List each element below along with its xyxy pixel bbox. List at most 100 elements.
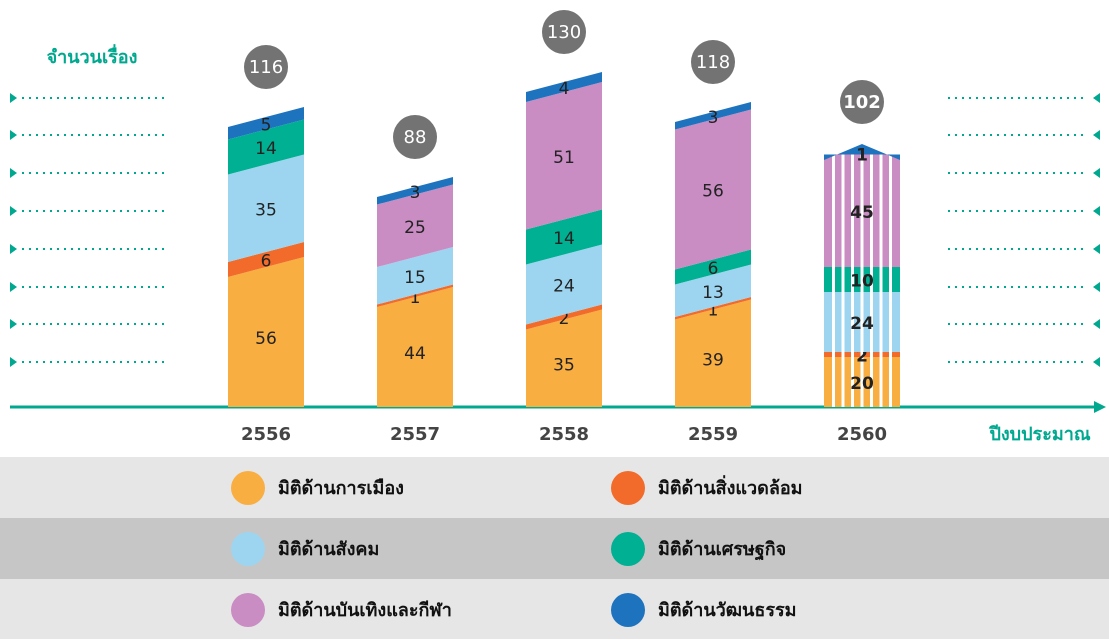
legend-swatch [231,471,265,505]
bar-segment [228,257,304,407]
bar-segment [526,209,602,265]
bar-segment [377,284,453,307]
bar-segment [526,304,602,330]
guide-arrow [1093,93,1100,103]
bar-segment [526,72,602,102]
segment-label: 3 [708,108,719,128]
segment-label: 35 [255,200,277,220]
guide-arrow [1093,130,1100,140]
legend-swatch [231,532,265,566]
segment-label: 5 [261,115,272,135]
total-label: 130 [547,22,581,43]
segment-label: 45 [850,203,874,223]
total-label: 88 [404,127,427,148]
total-badge [542,10,586,54]
bar-segment [675,297,751,320]
y-axis-label: จำนวนเรื่อง [47,44,138,68]
bar-segment [228,107,304,140]
guide-arrow [10,93,17,103]
segment-label: 1 [410,288,421,308]
decorative-guides [10,93,1100,367]
segment-label: 4 [559,79,570,99]
segment-label: 35 [553,355,575,375]
segment-label: 6 [708,259,719,279]
bar-segment [526,244,602,325]
legend-label: มิติด้านการเมือง [278,478,404,499]
guide-arrow [10,168,17,178]
total-label: 118 [696,52,730,73]
total-badge [244,45,288,89]
bar-segment [377,287,453,407]
segment-label: 1 [708,300,719,320]
x-tick-label: 2556 [241,424,291,445]
legend-row [0,457,1109,518]
segment-label: 14 [553,229,575,249]
legend-label: มิติด้านสิ่งแวดล้อม [658,475,803,499]
segment-label: 6 [261,252,272,272]
segment-label: 10 [850,272,874,292]
baseline-arrow [1094,401,1106,413]
total-badge [840,80,884,124]
legend-swatch [611,532,645,566]
segment-label: 13 [702,283,724,303]
bar-segment [228,242,304,277]
x-tick-label: 2559 [688,424,738,445]
guide-arrow [10,206,17,216]
bar-segment [228,119,304,175]
legend-row [0,518,1109,579]
segment-label: 1 [856,145,868,165]
guide-arrow [10,130,17,140]
segment-label: 24 [553,277,575,297]
guide-arrow [1093,168,1100,178]
bar-segment [377,247,453,305]
segment-label: 15 [404,268,426,288]
x-tick-label: 2557 [390,424,440,445]
bar-segment [526,82,602,230]
segment-label: 20 [850,374,874,394]
legend-label: มิติด้านสังคม [278,539,379,560]
bar-segment [675,299,751,407]
guide-arrow [1093,244,1100,254]
bar-segment [526,309,602,407]
legend-label: มิติด้านวัฒนธรรม [658,600,797,621]
bar-segment [824,144,900,160]
segment-label: 2 [559,309,570,329]
bar-segment [675,109,751,270]
guide-arrow [1093,357,1100,367]
bar-segment [675,102,751,130]
guide-arrow [10,244,17,254]
segment-label: 14 [255,139,277,159]
guide-arrow [1093,319,1100,329]
total-label: 102 [843,92,881,113]
segment-label: 24 [850,314,874,334]
guide-arrow [1093,206,1100,216]
total-badge [393,115,437,159]
segment-label: 56 [255,329,277,349]
legend-row [0,579,1109,639]
segment-label: 39 [702,350,724,370]
x-tick-label: 2560 [837,424,887,445]
segment-label: 56 [702,182,724,202]
legend-label: มิติด้านบันเทิงและกีฬา [278,600,452,621]
guide-arrow [10,282,17,292]
segment-label: 44 [404,344,426,364]
segment-label: 3 [410,183,421,203]
legend-swatch [611,471,645,505]
legend-swatch [611,593,645,627]
bar-segment [675,264,751,317]
segment-label: 51 [553,148,575,168]
total-badge [691,40,735,84]
segment-label: 2 [856,347,868,367]
bar-segment [675,249,751,285]
x-tick-label: 2558 [539,424,589,445]
guide-arrow [10,319,17,329]
bar-segment [377,177,453,205]
guide-arrow [1093,282,1100,292]
bar-segment [377,184,453,267]
bar-segment [228,154,304,262]
legend-swatch [231,593,265,627]
legend-label: มิติด้านเศรษฐกิจ [658,539,786,561]
x-axis-label: ปีงบประมาณ [988,424,1091,445]
guide-arrow [10,357,17,367]
